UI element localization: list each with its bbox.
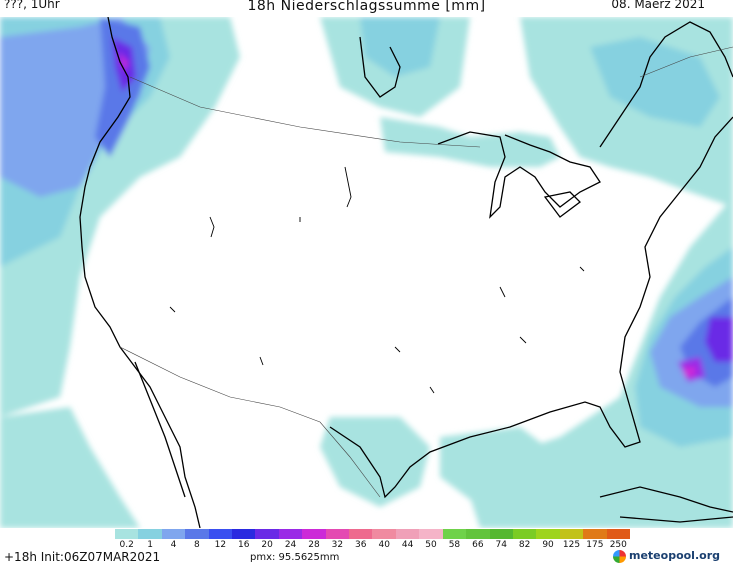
legend-label: 44 <box>401 540 414 550</box>
precipitation-field <box>0 17 733 528</box>
legend-swatch <box>255 529 279 539</box>
legend-label: 16 <box>238 540 250 550</box>
legend-label: 28 <box>308 540 320 550</box>
boundaries <box>79 17 733 528</box>
legend-labels: 0.2 1 4 8 12 16 20 24 28 32 36 40 44 50 58 66 74 82 90 125 1… <box>115 540 630 552</box>
legend-label: 0.2 <box>119 540 134 550</box>
state-borders <box>119 46 733 498</box>
meteopool-logo[interactable]: meteopool.org <box>611 547 731 565</box>
legend-label: 74 <box>495 540 507 550</box>
legend-swatch <box>372 529 396 539</box>
legend-label: 12 <box>214 540 227 550</box>
legend-label: 24 <box>284 540 297 550</box>
header-left-label: ???, 1Uhr <box>4 0 60 11</box>
legend-label: 82 <box>518 540 531 550</box>
map-date: 08. Maerz 2021 <box>611 0 705 11</box>
legend-label: 4 <box>170 540 177 550</box>
legend-label: 36 <box>355 540 367 550</box>
legend-swatch <box>278 529 303 539</box>
legend-swatch <box>115 529 139 539</box>
inland-lakes <box>169 166 585 394</box>
legend-swatch <box>302 529 326 539</box>
legend-swatch <box>606 529 630 539</box>
legend-label: 58 <box>448 540 461 550</box>
precipitation-map <box>0 17 733 528</box>
legend-swatch <box>395 529 420 539</box>
legend-swatch <box>185 529 209 539</box>
legend-swatch <box>583 529 607 539</box>
legend-swatch <box>419 529 443 539</box>
legend-label: 250 <box>609 540 627 550</box>
legend-label: 125 <box>562 540 581 550</box>
legend-label: 175 <box>586 540 604 550</box>
init-label: +18h Init:06Z07MAR2021 <box>4 550 161 564</box>
legend-swatch <box>208 529 233 539</box>
legend-label: 50 <box>425 540 437 550</box>
legend-label: 32 <box>331 540 344 550</box>
pmx-label: pmx: 95.5625mm <box>250 552 340 563</box>
legend-swatch <box>559 529 584 539</box>
legend-label: 8 <box>194 540 200 550</box>
legend-swatch <box>442 529 467 539</box>
legend-swatch <box>232 529 256 539</box>
legend-label: 20 <box>261 540 273 550</box>
legend-label: 66 <box>472 540 484 550</box>
legend-swatch <box>512 529 537 539</box>
logo-text: meteopool.org <box>629 549 720 562</box>
legend-label: 90 <box>542 540 554 550</box>
legend-swatch <box>161 529 186 539</box>
legend-swatch <box>536 529 560 539</box>
map-title: 18h Niederschlagssumme [mm] <box>247 0 486 14</box>
legend-label: 1 <box>147 540 153 550</box>
legend-swatch <box>489 529 513 539</box>
legend-swatch <box>466 529 490 539</box>
legend-label: 40 <box>378 540 390 550</box>
legend-swatch <box>349 529 373 539</box>
legend-swatch <box>325 529 350 539</box>
logo-icon <box>613 550 626 563</box>
legend-swatch <box>138 529 162 539</box>
legend-colorbar <box>115 529 630 539</box>
